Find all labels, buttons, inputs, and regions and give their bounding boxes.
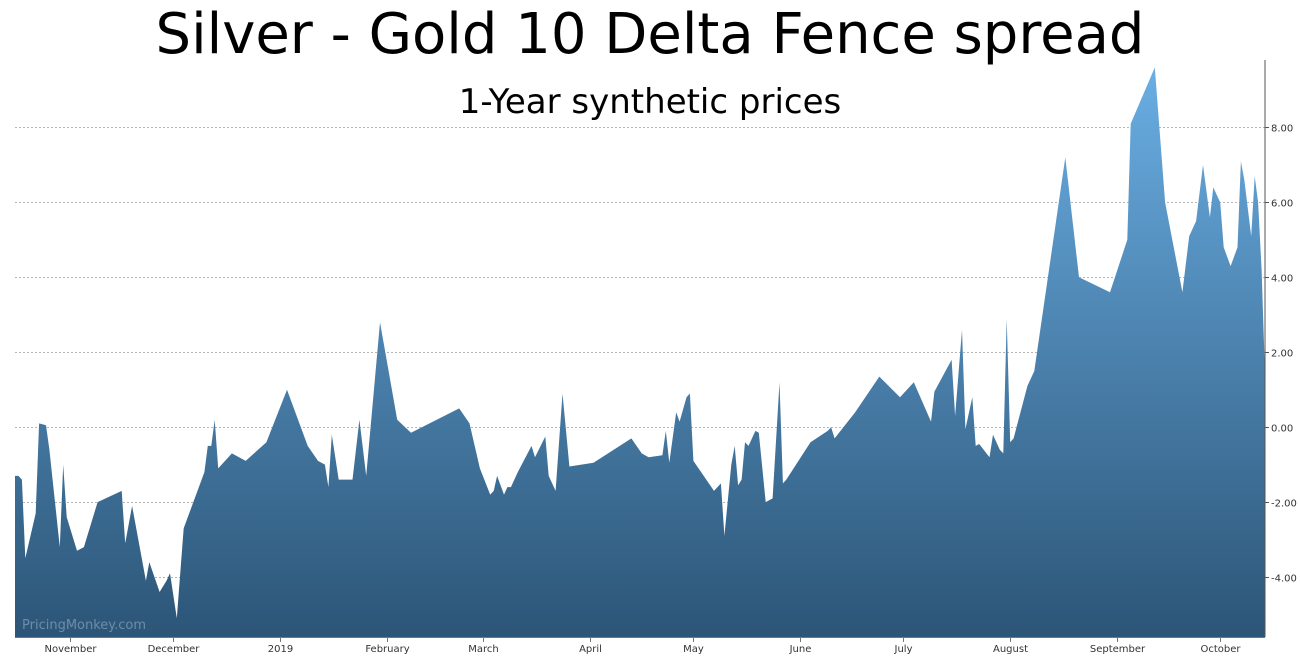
y-tick-label: 6.00 [1271, 199, 1293, 210]
x-tick-label: May [683, 644, 704, 655]
chart-subtitle: 1-Year synthetic prices [458, 82, 842, 122]
x-tick-label: December [148, 644, 201, 655]
series-area [15, 67, 1265, 637]
chart-title: Silver - Gold 10 Delta Fence spread [155, 2, 1145, 67]
y-axis-ticks: 8.00 6.00 4.00 2.00 0.00 -2.00 -4.00 [1265, 124, 1297, 585]
x-tick-label: July [894, 644, 913, 655]
x-tick-label: October [1200, 644, 1241, 655]
y-tick-label: -4.00 [1271, 574, 1297, 585]
y-tick-label: 0.00 [1271, 424, 1293, 435]
x-tick-label: June [789, 644, 812, 655]
y-tick-label: 2.00 [1271, 349, 1293, 360]
y-tick-label: 8.00 [1271, 124, 1293, 135]
y-tick-label: 4.00 [1271, 274, 1293, 285]
x-tick-label: August [993, 644, 1028, 655]
watermark: PricingMonkey.com [22, 618, 146, 633]
x-tick-label: 2019 [268, 644, 293, 655]
x-tick-label: November [44, 644, 97, 655]
x-axis-ticks: November December 2019 February March April Ma… [44, 637, 1241, 655]
x-tick-label: February [365, 644, 409, 655]
y-tick-label: -2.00 [1271, 499, 1297, 510]
x-tick-label: March [468, 644, 498, 655]
x-tick-label: April [579, 644, 602, 655]
x-tick-label: September [1090, 644, 1146, 655]
